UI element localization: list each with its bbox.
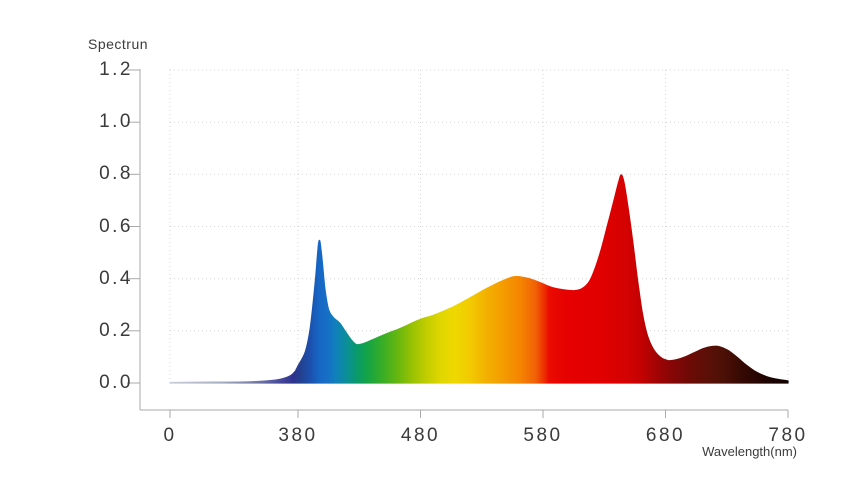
x-axis-label: Wavelength(nm) [702, 444, 797, 459]
y-tick-label: 0.0 [99, 372, 133, 393]
axes [127, 69, 789, 418]
x-tick-label: 380 [278, 425, 318, 446]
y-tick-label: 1.2 [99, 59, 133, 80]
y-tick-label: 0.8 [99, 163, 133, 185]
x-tick-label: 0 [163, 425, 177, 446]
x-tick-label: 480 [400, 425, 441, 446]
y-tick-label: 0.4 [99, 267, 133, 289]
x-tick-label: 680 [645, 425, 686, 446]
y-tick-label: 0.6 [99, 215, 133, 237]
x-tick-label: 780 [768, 425, 808, 446]
x-tick-label: 580 [523, 425, 563, 446]
y-tick-label: 0.2 [99, 319, 133, 341]
chart-title: Spectrun [88, 36, 149, 52]
spectrum-curve [169, 174, 789, 384]
y-tick-label: 1.0 [99, 111, 133, 133]
